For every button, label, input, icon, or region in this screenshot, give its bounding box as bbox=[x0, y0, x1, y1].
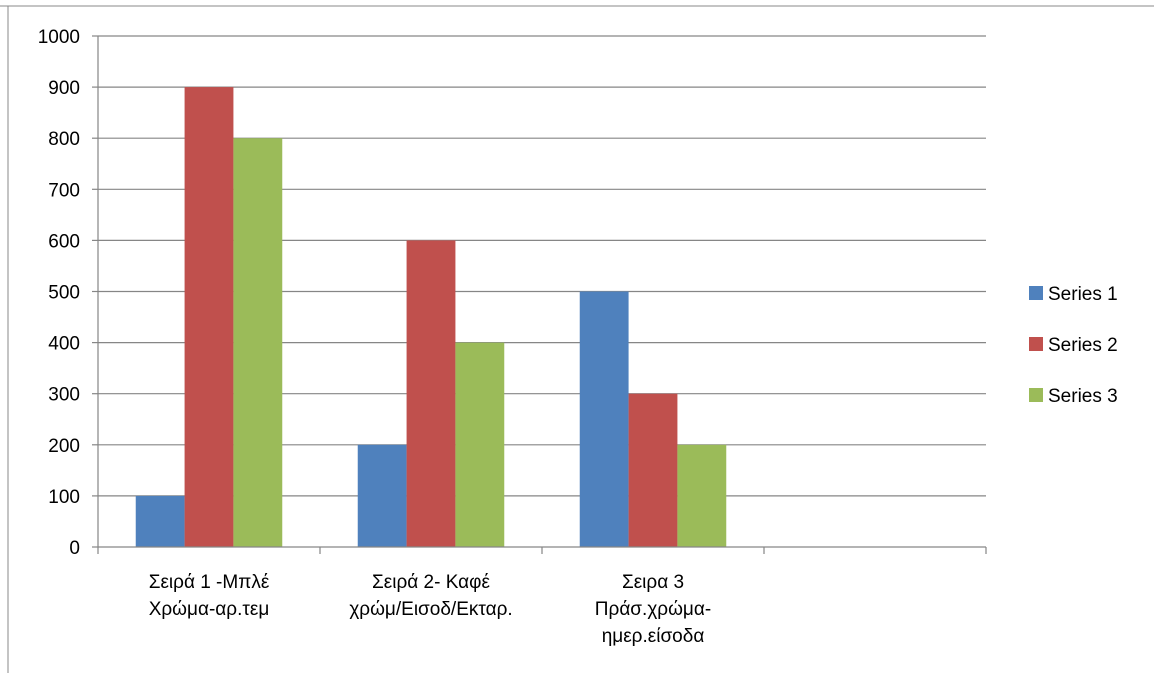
x-category-label: Σειρά 1 -Μπλέ bbox=[149, 572, 270, 593]
legend-label: Series 2 bbox=[1048, 335, 1118, 356]
legend-swatch bbox=[1029, 337, 1043, 351]
x-category-label: Χρώμα-αρ.τεμ bbox=[149, 599, 270, 620]
y-tick-label: 300 bbox=[48, 385, 80, 406]
x-category-label: Σειρα 3 bbox=[622, 572, 684, 593]
y-tick-label: 700 bbox=[48, 180, 80, 201]
x-category-label: ημερ.είσοδα bbox=[602, 626, 705, 647]
bar-series-3-cat-3 bbox=[677, 444, 727, 547]
bar-series-2-cat-3 bbox=[628, 393, 678, 547]
bar-series-1-cat-1 bbox=[135, 495, 185, 547]
y-tick-label: 1000 bbox=[38, 27, 80, 48]
bar-series-3-cat-1 bbox=[233, 138, 283, 547]
legend-swatch bbox=[1029, 286, 1043, 300]
bar-series-1-cat-2 bbox=[357, 444, 407, 547]
legend-label: Series 1 bbox=[1048, 284, 1118, 305]
bar-series-3-cat-2 bbox=[455, 342, 505, 547]
y-tick-label: 600 bbox=[48, 231, 80, 252]
y-tick-label: 200 bbox=[48, 436, 80, 457]
y-tick-label: 0 bbox=[69, 538, 80, 559]
bar-series-2-cat-2 bbox=[406, 240, 456, 547]
y-tick-label: 100 bbox=[48, 487, 80, 508]
legend-label: Series 3 bbox=[1048, 386, 1118, 407]
legend-swatch bbox=[1029, 388, 1043, 402]
bar-series-1-cat-3 bbox=[579, 291, 629, 547]
x-category-label: χρώμ/Εισοδ/Εκταρ. bbox=[349, 599, 512, 620]
y-tick-label: 500 bbox=[48, 283, 80, 304]
y-tick-label: 800 bbox=[48, 129, 80, 150]
x-category-label: Πράσ.χρώμα- bbox=[595, 599, 711, 620]
y-tick-label: 900 bbox=[48, 78, 80, 99]
x-category-label: Σειρά 2- Καφέ bbox=[372, 572, 490, 593]
bar-series-2-cat-1 bbox=[184, 87, 234, 547]
y-tick-label: 400 bbox=[48, 334, 80, 355]
